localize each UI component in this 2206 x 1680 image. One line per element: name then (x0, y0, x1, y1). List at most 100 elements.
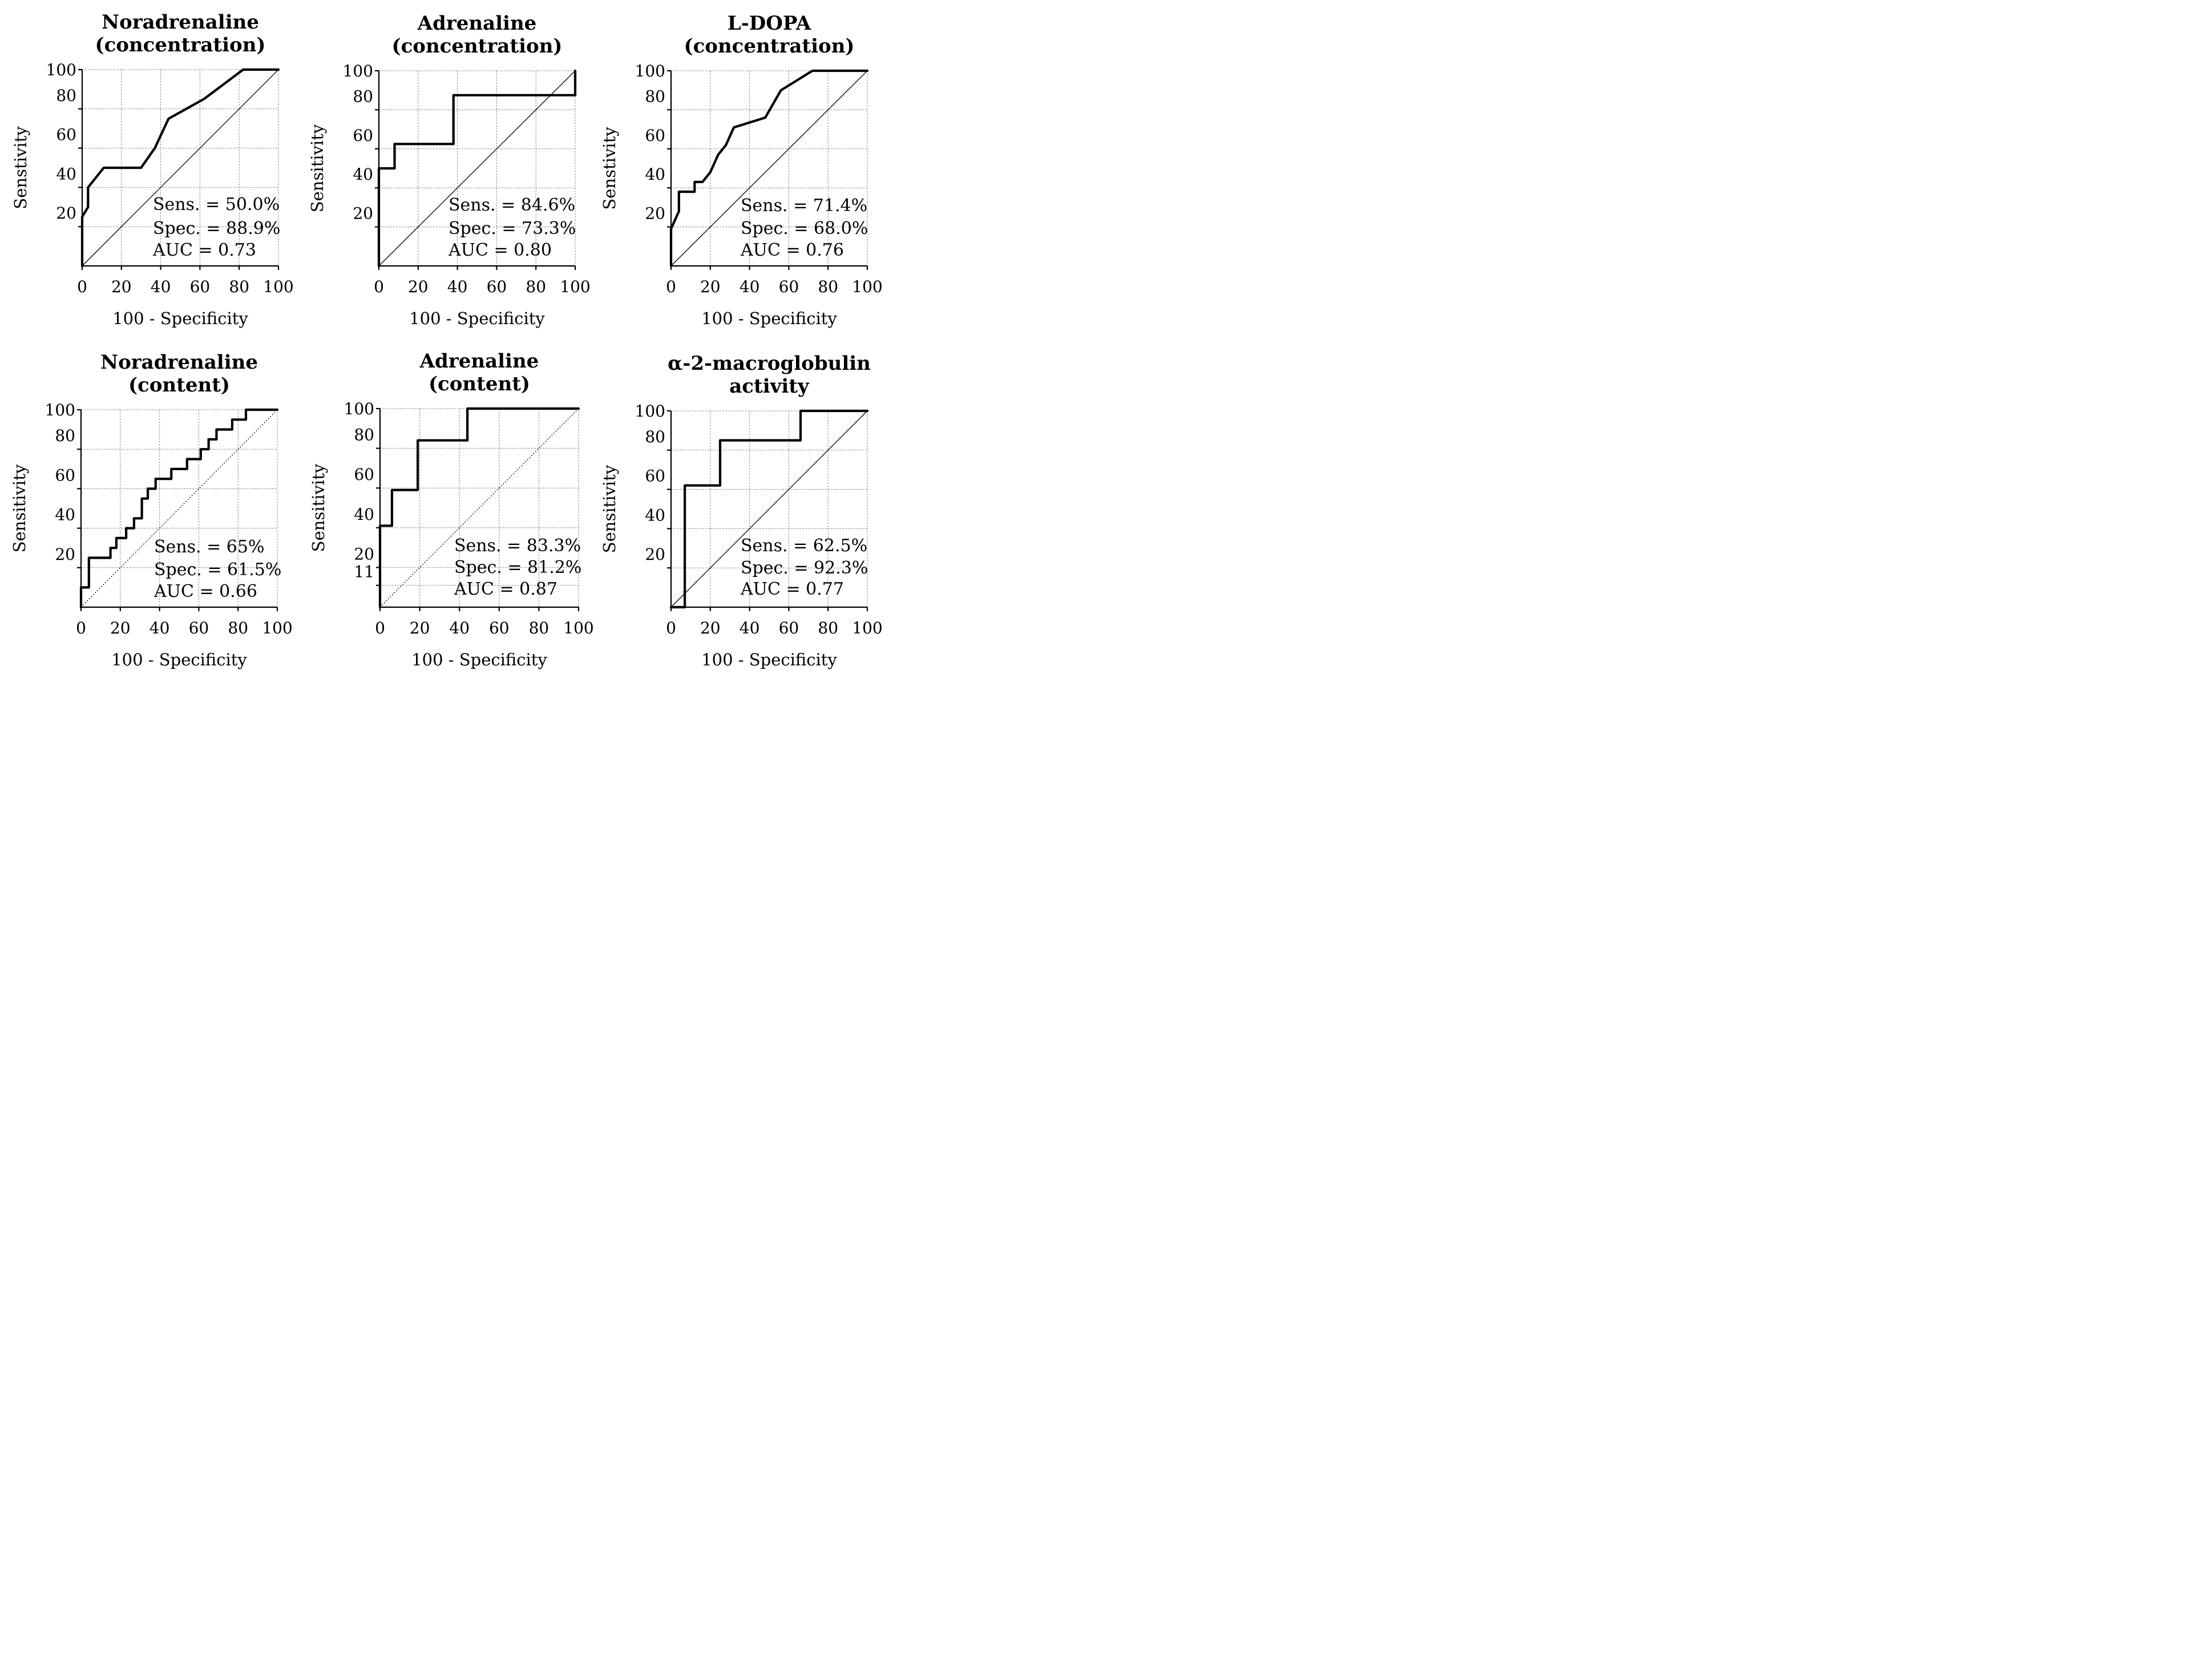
y-tick-label: 100 (46, 60, 76, 79)
chart-title-line: (content) (128, 374, 230, 397)
chart-title-line: (concentration) (392, 35, 563, 58)
x-tick-label: 80 (228, 619, 248, 637)
y-tick-label: 40 (353, 165, 373, 184)
x-tick-label: 80 (818, 277, 838, 296)
y-tick-label: 40 (645, 165, 665, 184)
x-tick-label: 20 (111, 277, 132, 296)
x-tick-label: 20 (700, 277, 721, 296)
y-tick-label: 20 (354, 544, 374, 563)
x-tick-label: 40 (150, 619, 170, 637)
x-tick-label: 100 (563, 619, 593, 637)
chart-title-line: (concentration) (95, 34, 266, 56)
x-tick-label: 40 (740, 277, 760, 296)
y-tick-label: 80 (354, 426, 374, 445)
x-tick-label: 20 (408, 277, 429, 296)
y-axis-label: Sensitivity (600, 465, 619, 553)
stat-annotation: AUC = 0.76 (740, 240, 844, 260)
x-axis-label: 100 - Specificity (409, 309, 545, 328)
y-tick-label: 100 (635, 402, 665, 421)
x-axis-label: 100 - Specificity (112, 309, 248, 328)
stat-annotation: Spec. = 92.3% (741, 558, 868, 578)
chart-title-line: (content) (429, 373, 530, 395)
chart-title-line: Noradrenaline (102, 11, 259, 34)
stat-annotation: Spec. = 81.2% (454, 558, 581, 578)
stat-annotation: AUC = 0.77 (740, 579, 844, 599)
y-axis-label: Sensitivity (10, 464, 29, 552)
chance-diagonal-line (670, 410, 868, 608)
roc-curve-series (80, 68, 280, 268)
roc-panel-1: Noradrenaline(concentration) 0 20 40 60 80 100… (11, 11, 294, 328)
stat-annotation: Spec. = 88.9% (153, 219, 280, 239)
y-tick-label: 20 (353, 204, 373, 223)
y-tick-label: 11 (354, 563, 374, 581)
stat-annotation: Spec. = 68.0% (741, 219, 868, 239)
x-tick-label: 60 (487, 277, 507, 296)
x-tick-label: 100 (852, 277, 882, 296)
y-tick-label: 60 (55, 466, 75, 484)
roc-curve-series (79, 408, 279, 609)
stat-annotation: AUC = 0.80 (448, 240, 552, 260)
y-tick-label: 80 (645, 87, 665, 106)
x-tick-label: 60 (189, 619, 209, 637)
stat-annotation: Spec. = 73.3% (449, 219, 576, 239)
roc-panel-4: Noradrenaline(content) 0 20 40 60 80 100 20 40 60… (10, 351, 293, 669)
roc-figure: Noradrenaline(concentration)0 20 40 60 80 100… (10, 11, 883, 669)
y-tick-label: 60 (56, 126, 76, 144)
y-axis-label: Sensitivity (308, 124, 327, 212)
x-tick-label: 40 (740, 619, 760, 637)
x-tick-label: 0 (77, 277, 87, 296)
chart-title-line: Adrenaline (419, 350, 539, 373)
y-tick-label: 60 (354, 465, 374, 484)
roc-curve-series (669, 409, 869, 609)
chart-title-line: L-DOPA (728, 12, 811, 35)
x-tick-label: 80 (526, 277, 546, 296)
y-tick-label: 80 (353, 87, 373, 106)
chart-title-line: (concentration) (684, 35, 855, 58)
x-tick-label: 0 (375, 619, 385, 637)
x-axis-label: 100 - Specificity (701, 309, 837, 328)
x-tick-label: 40 (447, 277, 468, 296)
y-tick-label: 80 (56, 86, 76, 105)
x-tick-label: 20 (410, 619, 430, 637)
y-tick-label: 60 (645, 126, 665, 145)
x-tick-label: 0 (666, 619, 676, 637)
x-axis-label: 100 - Specificity (111, 650, 247, 669)
x-tick-label: 60 (779, 619, 799, 637)
y-tick-label: 40 (354, 505, 374, 524)
x-tick-label: 80 (229, 277, 249, 296)
chart-title-line: Adrenaline (417, 12, 537, 35)
x-tick-label: 0 (666, 277, 676, 296)
stat-annotation: Sens. = 62.5% (741, 536, 867, 556)
y-tick-label: 100 (635, 62, 665, 80)
chart-title-line: activity (729, 375, 810, 398)
y-tick-label: 100 (45, 401, 75, 419)
roc-panel-3: L-DOPA(concentration) 0 20 40 60 80 100 20 40 60 8… (600, 12, 883, 328)
y-tick-label: 80 (55, 426, 75, 445)
stat-annotation: AUC = 0.87 (454, 579, 557, 599)
y-axis-label: Senstivity (11, 126, 30, 209)
y-tick-label: 80 (645, 427, 665, 446)
chance-diagonal-line (82, 69, 279, 266)
x-tick-label: 0 (76, 619, 86, 637)
y-tick-label: 60 (645, 467, 665, 486)
stat-annotation: Sens. = 65% (154, 537, 264, 557)
y-tick-label: 20 (56, 204, 76, 223)
roc-curve-series (669, 69, 869, 268)
y-tick-label: 40 (56, 164, 76, 183)
x-tick-label: 0 (374, 277, 384, 296)
chance-diagonal-line (379, 408, 579, 608)
stat-annotation: AUC = 0.66 (153, 581, 257, 601)
x-tick-label: 100 (262, 619, 292, 637)
x-tick-label: 80 (529, 619, 550, 637)
stat-annotation: Sens. = 71.4% (741, 196, 867, 216)
roc-curve-series (377, 69, 577, 268)
y-tick-label: 20 (645, 545, 665, 564)
stat-annotation: Sens. = 84.6% (449, 195, 575, 215)
y-axis-label: Senstivity (600, 127, 619, 210)
x-tick-label: 60 (190, 277, 211, 296)
y-tick-label: 40 (645, 506, 665, 524)
y-tick-label: 20 (645, 204, 665, 223)
x-tick-label: 100 (852, 619, 882, 637)
stat-annotation: AUC = 0.73 (152, 240, 256, 260)
